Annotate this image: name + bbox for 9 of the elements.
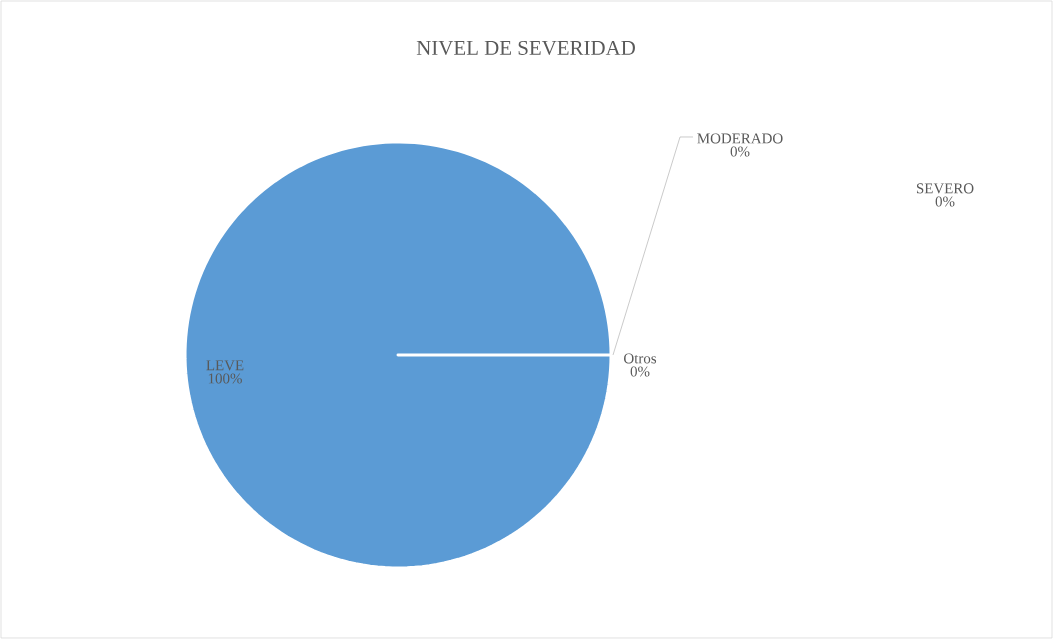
category-label: SEVERO <box>916 183 974 194</box>
category-label: MODERADO <box>697 133 783 144</box>
category-label: Otros <box>624 353 657 364</box>
text: 0% <box>730 146 750 157</box>
text: 0% <box>935 196 955 207</box>
data-label: 100% <box>208 373 242 384</box>
chart-title: NIVEL DE SEVERIDAD <box>416 40 635 56</box>
slice-label: LEVE <box>206 360 244 371</box>
text: 0% <box>630 366 650 377</box>
